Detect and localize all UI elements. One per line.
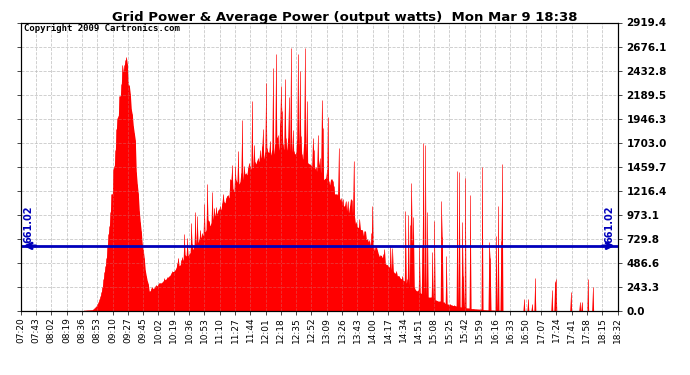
Text: Grid Power & Average Power (output watts)  Mon Mar 9 18:38: Grid Power & Average Power (output watts…	[112, 11, 578, 24]
Text: Copyright 2009 Cartronics.com: Copyright 2009 Cartronics.com	[23, 24, 179, 33]
Text: 661.02: 661.02	[23, 206, 34, 243]
Text: 661.02: 661.02	[604, 206, 615, 243]
